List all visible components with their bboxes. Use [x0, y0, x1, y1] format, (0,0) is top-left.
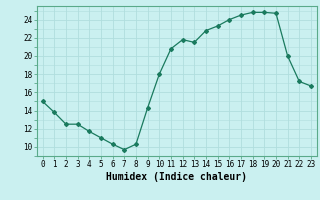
X-axis label: Humidex (Indice chaleur): Humidex (Indice chaleur)	[106, 172, 247, 182]
